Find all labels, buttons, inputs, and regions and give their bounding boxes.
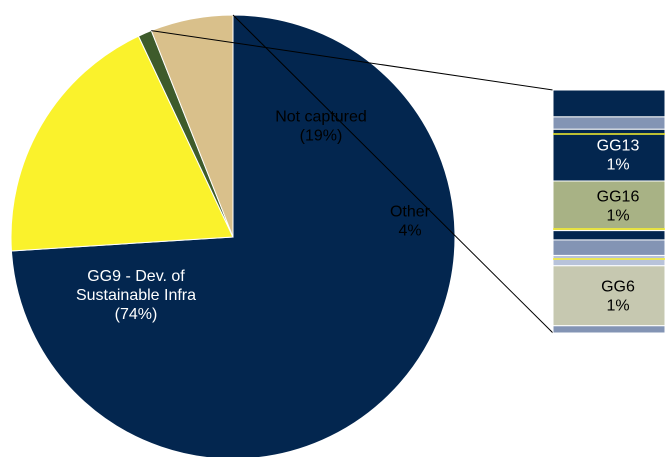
breakdown-connectors <box>151 14 554 334</box>
main-pie <box>10 14 456 457</box>
bar-segment-band-0 <box>552 89 665 118</box>
breakdown-bar <box>552 89 665 334</box>
label-gg9-dev-of-line-1: GG9 - Dev. of <box>87 268 185 285</box>
label-other-line-2: 4% <box>398 223 421 240</box>
bar-label-gg6-line-1: GG6 <box>601 278 635 295</box>
connector-bottom <box>232 14 554 334</box>
connector-top <box>151 30 554 91</box>
bar-label-gg13-line-2: 1% <box>606 157 629 174</box>
bar-label-gg16-line-1: GG16 <box>597 188 640 205</box>
bar-segment-gg13 <box>552 128 665 182</box>
label-not-captured-line-1: Not captured <box>275 109 367 126</box>
bar-segment-gg16 <box>552 180 665 232</box>
bar-segment-band-8 <box>552 325 665 334</box>
label-not-captured-line-2: (19%) <box>300 128 343 145</box>
pie-slice-not-captured <box>10 35 234 252</box>
bar-segment-band-1 <box>552 116 665 130</box>
bar-segment-band-4 <box>552 230 665 241</box>
label-gg9-dev-of-line-3: (74%) <box>115 306 158 323</box>
bar-segment-band-5 <box>552 239 665 256</box>
bar-label-gg13-line-1: GG13 <box>597 138 640 155</box>
bar-label-gg6-line-2: 1% <box>606 297 629 314</box>
label-other-line-1: Other <box>390 204 431 221</box>
bar-segment-gg6 <box>552 265 665 327</box>
bar-label-gg16-line-2: 1% <box>606 207 629 224</box>
label-gg9-dev-of-line-2: Sustainable Infra <box>76 287 196 304</box>
slice-labels: GG9 - Dev. of Sustainable Infra (74%) Not c… <box>76 109 639 324</box>
bar-segment-band-6 <box>552 254 665 267</box>
